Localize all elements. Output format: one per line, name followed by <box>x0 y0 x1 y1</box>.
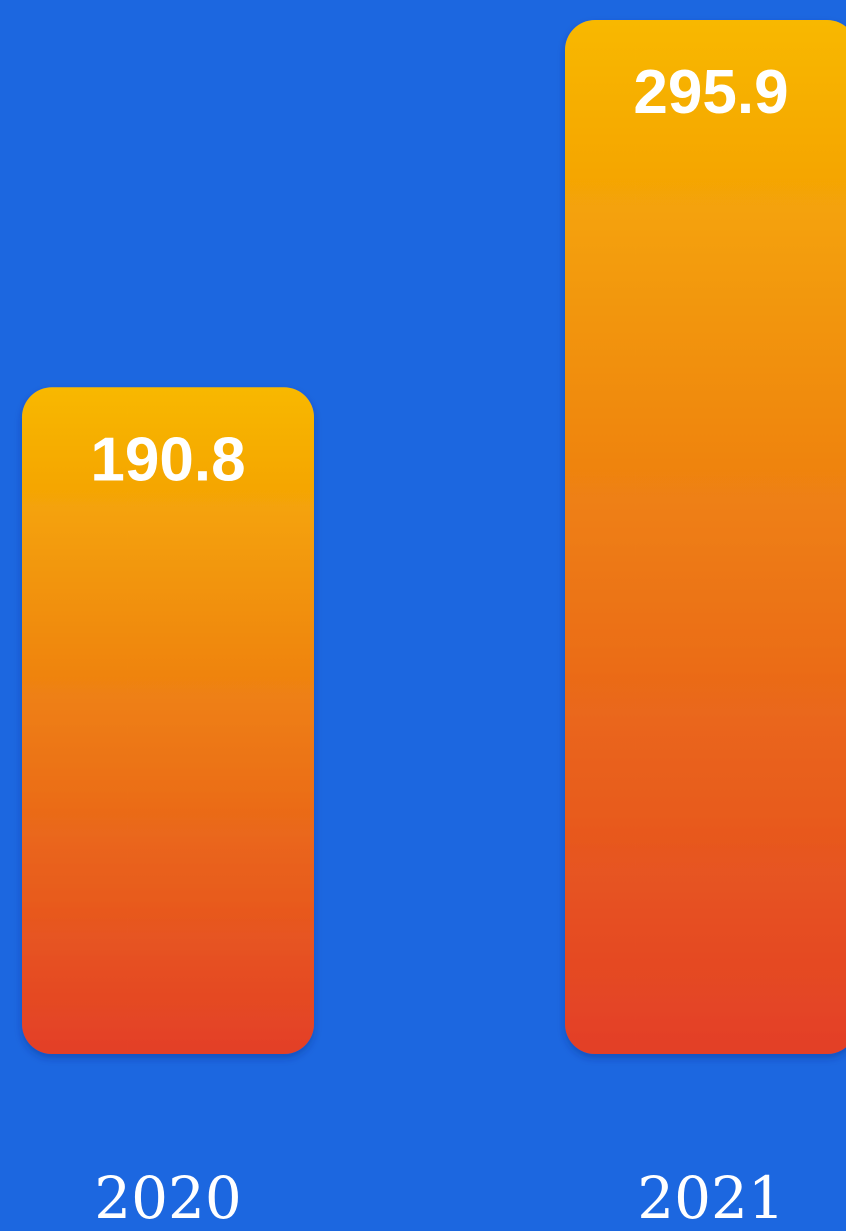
bars-group: 190.8 2020 295.9 2021 <box>22 20 846 1231</box>
bar-2021 <box>565 20 846 1054</box>
bar-2020 <box>22 387 314 1055</box>
data-label-2021: 295.9 <box>633 58 788 127</box>
x-tick-label-2020: 2020 <box>94 1164 242 1231</box>
data-label-2020: 190.8 <box>90 425 245 494</box>
x-tick-label-2021: 2021 <box>637 1164 785 1231</box>
